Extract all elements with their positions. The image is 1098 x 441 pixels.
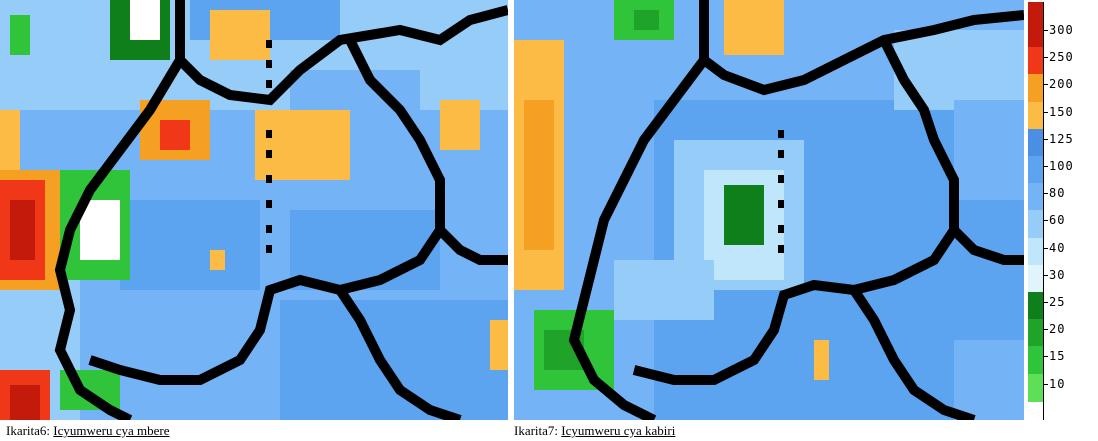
legend-tick [1043, 247, 1048, 249]
legend-axis [1043, 2, 1044, 420]
legend-swatch [1028, 292, 1043, 320]
legend-label: 15 [1049, 349, 1066, 364]
legend-tick [1043, 138, 1048, 140]
legend-swatch [1028, 74, 1043, 103]
legend-tick [1043, 57, 1048, 59]
caption-link[interactable]: Icyumweru cya mbere [53, 423, 170, 438]
legend-tick [1043, 84, 1048, 86]
legend-tick [1043, 166, 1048, 167]
caption-link[interactable]: Icyumweru cya kabiri [561, 423, 676, 438]
legend-label: 60 [1049, 213, 1066, 228]
legend-tick [1043, 193, 1048, 195]
legend-swatch [1028, 47, 1043, 76]
legend-swatch [1028, 346, 1043, 375]
legend-swatch [1028, 210, 1043, 239]
legend-label: 100 [1049, 159, 1074, 173]
legend-label: 80 [1049, 186, 1066, 201]
legend-label: 250 [1049, 50, 1074, 65]
legend-swatch [1028, 237, 1043, 266]
rainfall-map-week1 [0, 0, 508, 420]
map-caption-week1: Ikarita6: Icyumweru cya mbere [6, 423, 170, 439]
caption-prefix: Ikarita7: [514, 423, 562, 438]
legend-swatch [1028, 373, 1043, 402]
caption-prefix: Ikarita6: [6, 423, 54, 438]
legend-swatch [1028, 183, 1043, 212]
legend-tick [1043, 329, 1048, 331]
legend-swatch [1028, 101, 1043, 130]
legend-tick [1043, 30, 1048, 31]
legend-swatch [1028, 128, 1043, 157]
legend-swatch [1028, 20, 1043, 48]
legend-swatch [1028, 156, 1043, 184]
legend-label: 300 [1049, 23, 1074, 37]
map-caption-week2: Ikarita7: Icyumweru cya kabiri [514, 423, 675, 439]
legend-label: 40 [1049, 240, 1066, 255]
legend-tick [1043, 111, 1048, 113]
legend-label: 25 [1049, 295, 1066, 309]
legend-label: 10 [1049, 376, 1066, 391]
legend-swatch [1028, 264, 1043, 293]
legend-tick [1043, 383, 1048, 385]
rainfall-map-week2 [514, 0, 1024, 420]
legend-tick [1043, 274, 1048, 276]
legend-swatch-top [1028, 2, 1043, 20]
legend-tick [1043, 356, 1048, 358]
legend-label: 20 [1049, 322, 1066, 337]
legend-tick [1043, 220, 1048, 222]
legend-label: 30 [1049, 267, 1066, 282]
legend-swatch [1028, 319, 1043, 348]
legend-label: 150 [1049, 104, 1074, 119]
color-legend: 300 250 200 150 125 100 80 60 40 30 25 20 15 10 [1028, 2, 1098, 420]
legend-label: 125 [1049, 131, 1074, 146]
legend-label: 200 [1049, 77, 1074, 92]
legend-tick [1043, 302, 1048, 303]
